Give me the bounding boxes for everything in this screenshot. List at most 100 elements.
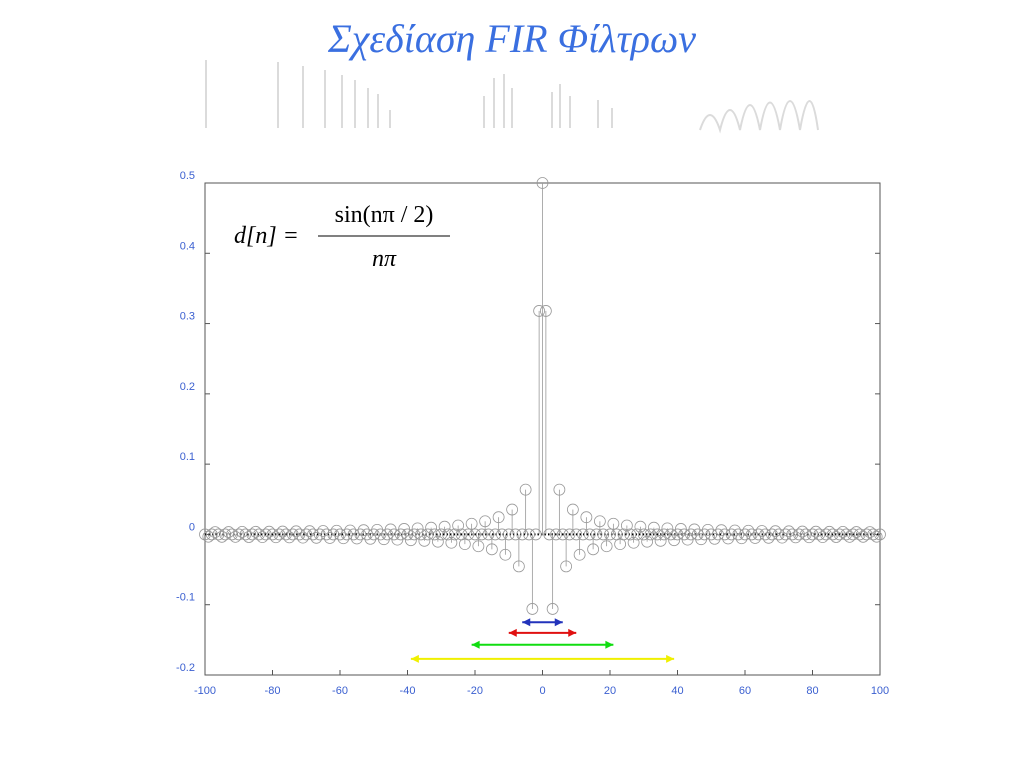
stem-marker [371, 523, 384, 536]
stem-marker [543, 528, 556, 541]
stem-marker [438, 520, 451, 533]
stem-marker [357, 524, 370, 537]
stem-marker [404, 534, 417, 547]
stem-marker [566, 503, 579, 516]
stem-marker [334, 528, 346, 541]
stem-marker [583, 528, 596, 541]
stem-marker [337, 532, 350, 545]
stem-marker [556, 528, 569, 541]
stem-marker [593, 515, 606, 528]
x-tick-label: -20 [467, 685, 483, 697]
stem-marker [361, 528, 373, 541]
stem-marker [509, 528, 522, 541]
stem-marker [452, 519, 465, 532]
y-tick-label: 0.3 [180, 311, 195, 323]
stem-marker [219, 528, 232, 541]
stem-marker [806, 528, 819, 541]
stem-marker [340, 528, 353, 541]
stem-marker [499, 548, 512, 561]
x-tick-label: 80 [806, 685, 818, 697]
stem-marker [668, 534, 681, 547]
x-tick-label: -60 [332, 685, 348, 697]
stem-marker [577, 528, 589, 541]
stem-marker [421, 528, 434, 541]
stem-marker [563, 528, 576, 541]
stem-marker [367, 528, 380, 541]
stem-marker [539, 305, 552, 317]
x-tick-label: 0 [539, 685, 545, 697]
stem-marker [600, 540, 613, 553]
y-tick-label: -0.2 [176, 662, 195, 674]
stem-marker [550, 528, 562, 541]
formula-lhs: d[n] = [234, 223, 299, 249]
stem-marker [573, 548, 586, 561]
stem-marker [232, 528, 245, 541]
stem-marker [401, 528, 414, 541]
x-tick-label: 60 [739, 685, 751, 697]
stem-marker [627, 536, 640, 549]
stem-marker [735, 532, 748, 545]
stem-marker [469, 528, 481, 541]
stem-marker [779, 528, 792, 541]
stem-marker [307, 528, 319, 541]
stem-marker [617, 528, 630, 541]
x-tick-label: -40 [400, 685, 416, 697]
stem-marker [570, 528, 583, 541]
stem-marker [313, 528, 326, 541]
stem-marker [715, 524, 728, 537]
stem-marker [799, 528, 812, 541]
stem-marker [411, 522, 424, 535]
stem-marker [492, 511, 505, 524]
stem-marker [590, 528, 603, 541]
stem-marker [641, 535, 654, 548]
stem-marker [718, 528, 731, 541]
stem-marker [529, 528, 542, 541]
stem-marker [479, 515, 492, 528]
stem-marker [698, 528, 711, 541]
y-tick-label: 0 [189, 521, 195, 533]
x-tick-label: 100 [871, 685, 889, 697]
stem-marker [722, 532, 735, 545]
stem-marker [239, 528, 252, 541]
stem-marker [793, 528, 805, 541]
stem-marker [637, 528, 650, 541]
stem-marker [705, 528, 718, 541]
stem-marker [344, 524, 357, 537]
formula-numerator: sin(nπ / 2) [335, 202, 434, 228]
y-tick-label: 0.5 [180, 170, 195, 182]
stem-marker [435, 528, 448, 541]
stem-marker [226, 528, 238, 541]
stem-marker [526, 603, 539, 615]
stem-marker [519, 483, 532, 496]
stem-marker [415, 528, 427, 541]
y-tick-label: 0.2 [180, 381, 195, 393]
stem-marker [320, 528, 333, 541]
stem-marker [631, 528, 643, 541]
y-tick-label: -0.1 [176, 592, 195, 604]
y-tick-label: 0.1 [180, 451, 195, 463]
arrow-head [508, 628, 577, 637]
stem-marker [354, 528, 367, 541]
stem-marker [465, 517, 478, 530]
stem-marker [472, 540, 485, 553]
stem-marker [546, 603, 559, 615]
stem-marker [725, 528, 738, 541]
stem-marker [475, 528, 488, 541]
stem-marker [560, 560, 573, 573]
stem-marker [489, 528, 502, 541]
stem-marker [462, 528, 475, 541]
stem-marker [607, 517, 620, 530]
stem-marker [587, 543, 600, 556]
x-tick-label: 40 [671, 685, 683, 697]
slide-title: Σχεδίαση FIR Φίλτρων [327, 16, 696, 61]
stem-marker [212, 528, 225, 541]
stem-marker [502, 528, 515, 541]
stem-marker [553, 483, 566, 496]
stem-marker [620, 519, 633, 532]
stem-marker [350, 532, 363, 545]
banner-decoration [205, 60, 819, 134]
stem-marker [418, 534, 431, 547]
stem-marker [536, 177, 549, 189]
